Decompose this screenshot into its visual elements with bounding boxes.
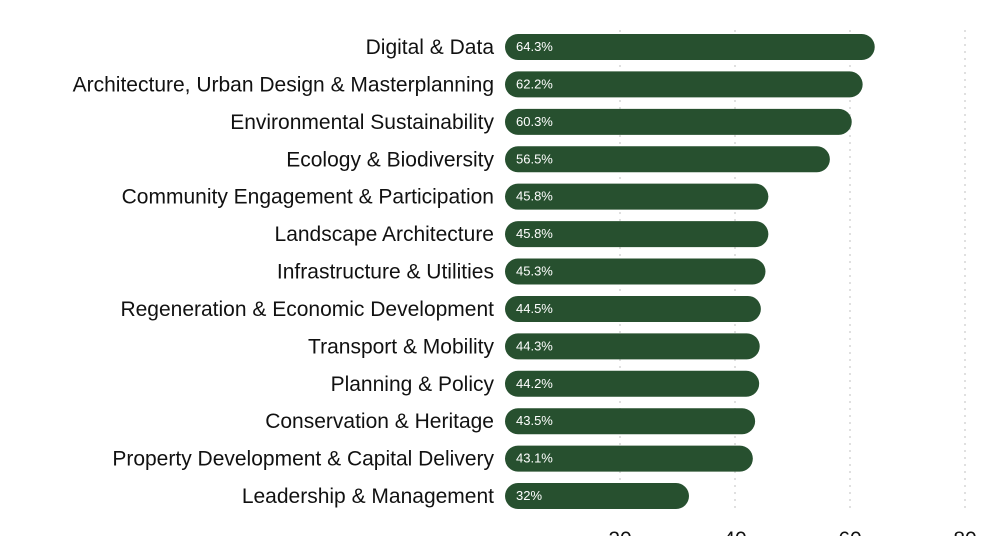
bar [505, 146, 830, 173]
bar [505, 221, 769, 248]
bar [505, 108, 852, 135]
bar [505, 183, 769, 210]
data-label: 44.2% [516, 376, 553, 391]
category-label: Community Engagement & Participation [122, 186, 494, 209]
category-label: Regeneration & Economic Development [120, 298, 494, 321]
data-label: 44.3% [516, 338, 553, 353]
x-tick-label: 60 [838, 528, 861, 536]
category-label: Leadership & Management [242, 485, 494, 508]
category-label: Planning & Policy [331, 373, 495, 396]
category-label: Architecture, Urban Design & Masterplann… [73, 73, 494, 96]
category-label: Landscape Architecture [275, 223, 494, 246]
bar [505, 333, 760, 360]
category-label: Conservation & Heritage [265, 410, 494, 433]
data-label: 45.8% [516, 226, 553, 241]
bar [505, 408, 756, 435]
x-tick-label: 80 [953, 528, 976, 536]
data-label: 45.8% [516, 189, 553, 204]
category-label: Environmental Sustainability [230, 111, 494, 134]
bar [505, 483, 689, 510]
bar [505, 295, 761, 322]
bar [505, 445, 753, 472]
category-label: Property Development & Capital Delivery [112, 448, 494, 471]
data-label: 43.5% [516, 413, 553, 428]
data-label: 45.3% [516, 264, 553, 279]
data-label: 64.3% [516, 39, 553, 54]
x-tick-label: 20 [608, 528, 631, 536]
bar [505, 71, 863, 98]
data-label: 43.1% [516, 451, 553, 466]
data-label: 62.2% [516, 76, 553, 91]
bar [505, 34, 875, 60]
x-tick-label: 40 [723, 528, 746, 536]
category-label: Transport & Mobility [308, 335, 494, 358]
data-label: 44.5% [516, 301, 553, 316]
category-label: Ecology & Biodiversity [286, 148, 494, 171]
data-label: 32% [516, 488, 542, 503]
bar [505, 370, 760, 397]
category-label: Infrastructure & Utilities [277, 261, 494, 284]
data-label: 60.3% [516, 114, 553, 129]
bar [505, 258, 766, 285]
category-label: Digital & Data [366, 36, 495, 59]
data-label: 56.5% [516, 151, 553, 166]
